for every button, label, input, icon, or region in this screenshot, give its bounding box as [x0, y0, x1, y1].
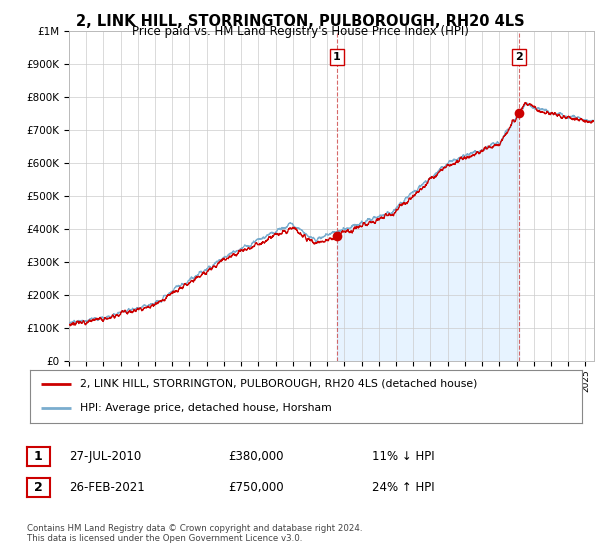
Text: 2: 2 — [515, 52, 523, 62]
Text: 27-JUL-2010: 27-JUL-2010 — [69, 450, 141, 463]
Text: 2, LINK HILL, STORRINGTON, PULBOROUGH, RH20 4LS (detached house): 2, LINK HILL, STORRINGTON, PULBOROUGH, R… — [80, 379, 477, 389]
Text: 11% ↓ HPI: 11% ↓ HPI — [372, 450, 434, 463]
Text: £750,000: £750,000 — [228, 480, 284, 494]
Text: 24% ↑ HPI: 24% ↑ HPI — [372, 480, 434, 494]
Text: 2: 2 — [34, 481, 43, 494]
Text: Contains HM Land Registry data © Crown copyright and database right 2024.
This d: Contains HM Land Registry data © Crown c… — [27, 524, 362, 543]
Text: 1: 1 — [34, 450, 43, 464]
Text: 1: 1 — [333, 52, 341, 62]
Text: £380,000: £380,000 — [228, 450, 284, 463]
Text: 2, LINK HILL, STORRINGTON, PULBOROUGH, RH20 4LS: 2, LINK HILL, STORRINGTON, PULBOROUGH, R… — [76, 14, 524, 29]
Text: Price paid vs. HM Land Registry's House Price Index (HPI): Price paid vs. HM Land Registry's House … — [131, 25, 469, 38]
Text: 26-FEB-2021: 26-FEB-2021 — [69, 480, 145, 494]
Text: HPI: Average price, detached house, Horsham: HPI: Average price, detached house, Hors… — [80, 403, 331, 413]
